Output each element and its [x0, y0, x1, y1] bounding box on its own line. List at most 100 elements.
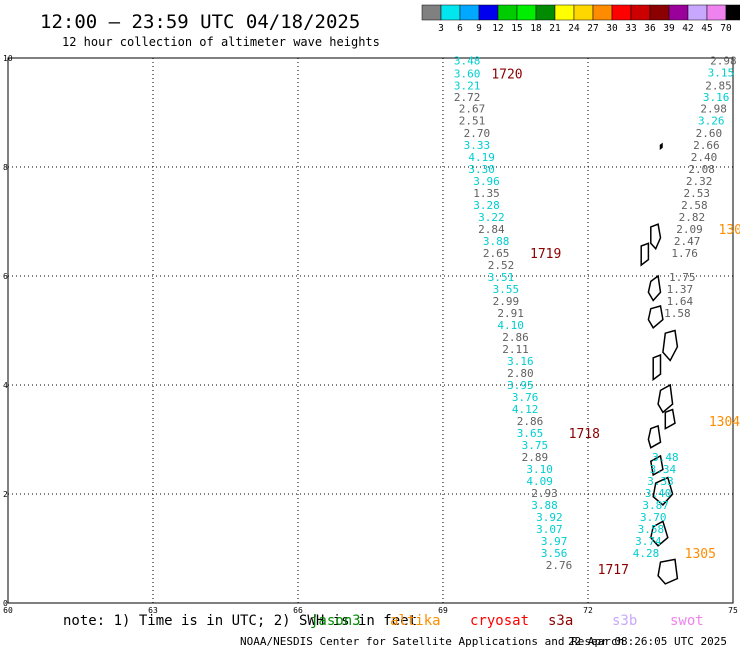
- legend-item: s3b: [612, 613, 637, 629]
- colorbar-swatch: [497, 4, 518, 21]
- land-outline: [657, 383, 674, 414]
- colorbar-swatch: [630, 4, 651, 21]
- land-outline: [659, 142, 663, 150]
- colorbar-tick-label: 3: [438, 23, 444, 34]
- y-tick-label: 0: [3, 599, 8, 608]
- colorbar-tick-label: 70: [720, 23, 732, 34]
- x-tick-label: 66: [293, 606, 303, 615]
- colorbar-tick-label: 18: [530, 23, 542, 34]
- land-outline: [662, 329, 679, 362]
- wave-height-value: 2.32: [686, 175, 713, 188]
- wave-height-value: 2.47: [674, 235, 701, 248]
- wave-height-value: 2.40: [691, 151, 718, 164]
- gridlines: [8, 58, 733, 603]
- wave-height-value: 3.92: [536, 511, 563, 524]
- colorbar-swatch: [706, 4, 727, 21]
- colorbar-tick-label: 36: [644, 23, 656, 34]
- data-points: 3.483.603.212.722.672.512.703.334.193.30…: [454, 55, 737, 572]
- wave-height-value: 2.86: [517, 415, 544, 428]
- pass-time-label: 1303: [719, 223, 740, 238]
- pass-time-label: 1304: [709, 415, 740, 430]
- wave-height-value: 3.28: [473, 199, 500, 212]
- wave-height-value: 4.19: [468, 151, 495, 164]
- wave-height-value: 2.80: [507, 367, 534, 380]
- colorbar-swatch: [687, 4, 708, 21]
- wave-height-value: 3.58: [638, 523, 665, 536]
- legend-item: cryosat: [470, 613, 529, 629]
- wave-height-value: 2.85: [705, 79, 732, 92]
- wave-height-value: 3.95: [507, 379, 534, 392]
- legend-item: swot: [670, 613, 704, 629]
- wave-height-value: 3.65: [517, 427, 544, 440]
- colorbar-tick-label: 24: [568, 23, 580, 34]
- x-tick-label: 75: [728, 606, 738, 615]
- wave-height-value: 2.11: [502, 343, 529, 356]
- wave-height-value: 3.88: [531, 499, 558, 512]
- wave-height-value: 2.98: [710, 55, 737, 68]
- land-outline: [647, 424, 662, 449]
- wave-height-value: 2.58: [681, 199, 708, 212]
- land-outline: [657, 558, 679, 585]
- wave-height-value: 3.10: [526, 463, 553, 476]
- wave-height-value: 3.16: [507, 355, 534, 368]
- legend-item: altika: [390, 613, 441, 629]
- colorbar-tick-label: 42: [682, 23, 693, 34]
- wave-height-value: 3.48: [652, 451, 679, 464]
- wave-height-value: 2.93: [531, 487, 558, 500]
- wave-height-value: 3.74: [635, 535, 662, 548]
- x-tick-label: 63: [148, 606, 158, 615]
- colorbar-swatch: [516, 4, 537, 21]
- wave-height-value: 2.99: [493, 295, 520, 308]
- colorbar-swatch: [440, 4, 461, 21]
- wave-height-value: 2.53: [684, 187, 711, 200]
- wave-height-value: 2.89: [522, 451, 549, 464]
- wave-height-value: 4.12: [512, 403, 539, 416]
- pass-time-label: 1717: [598, 563, 629, 578]
- colorbar-swatch: [459, 4, 480, 21]
- wave-height-value: 4.09: [526, 475, 553, 488]
- colorbar-tick-label: 45: [701, 23, 712, 34]
- satellite-legend: jason3 altika cryosat s3a s3b swot: [310, 613, 704, 629]
- wave-height-value: 3.33: [464, 139, 491, 152]
- wave-height-value: 3.87: [642, 499, 669, 512]
- land-outline: [649, 520, 669, 547]
- wave-height-value: 1.75: [669, 271, 696, 284]
- wave-height-value: 3.22: [478, 211, 505, 224]
- land-outline: [652, 476, 674, 506]
- land-outline: [647, 305, 664, 329]
- wave-height-value: 2.60: [696, 127, 723, 140]
- colorbar-swatch: [554, 4, 575, 21]
- colorbar-swatch: [649, 4, 670, 21]
- chart-title: 12:00 – 23:59 UTC 04/18/2025: [40, 11, 360, 33]
- colorbar-swatch: [668, 4, 689, 21]
- land-outline: [649, 454, 664, 477]
- wave-height-value: 3.26: [698, 115, 725, 128]
- wave-height-value: 3.21: [454, 79, 481, 92]
- land-outline: [650, 223, 662, 251]
- colorbar-tick-label: 12: [492, 23, 503, 34]
- wave-height-value: 3.33: [647, 475, 674, 488]
- chart-subtitle: 12 hour collection of altimeter wave hei…: [62, 35, 380, 49]
- wave-height-value: 3.40: [645, 487, 672, 500]
- land-outline: [640, 242, 650, 267]
- y-tick-label: 6: [3, 272, 8, 281]
- pass-time-label: 1719: [530, 247, 561, 262]
- colorbar-swatch: [573, 4, 594, 21]
- wave-height-value: 2.91: [497, 307, 524, 320]
- colorbar-swatch: [421, 4, 442, 21]
- colorbar-tick-label: 15: [511, 23, 522, 34]
- wave-height-value: 2.08: [688, 163, 715, 176]
- colorbar-tick-label: 27: [587, 23, 598, 34]
- wave-height-value: 2.82: [679, 211, 706, 224]
- wave-height-value: 3.76: [512, 391, 539, 404]
- wave-height-value: 3.07: [536, 523, 563, 536]
- wave-height-value: 3.75: [522, 439, 549, 452]
- colorbar-tick-label: 33: [625, 23, 636, 34]
- wave-height-value: 2.70: [464, 127, 491, 140]
- pass-time-label: 1305: [685, 547, 716, 562]
- wave-height-value: 3.30: [468, 163, 495, 176]
- wave-height-value: 1.35: [473, 187, 500, 200]
- plot-frame: [7, 57, 734, 604]
